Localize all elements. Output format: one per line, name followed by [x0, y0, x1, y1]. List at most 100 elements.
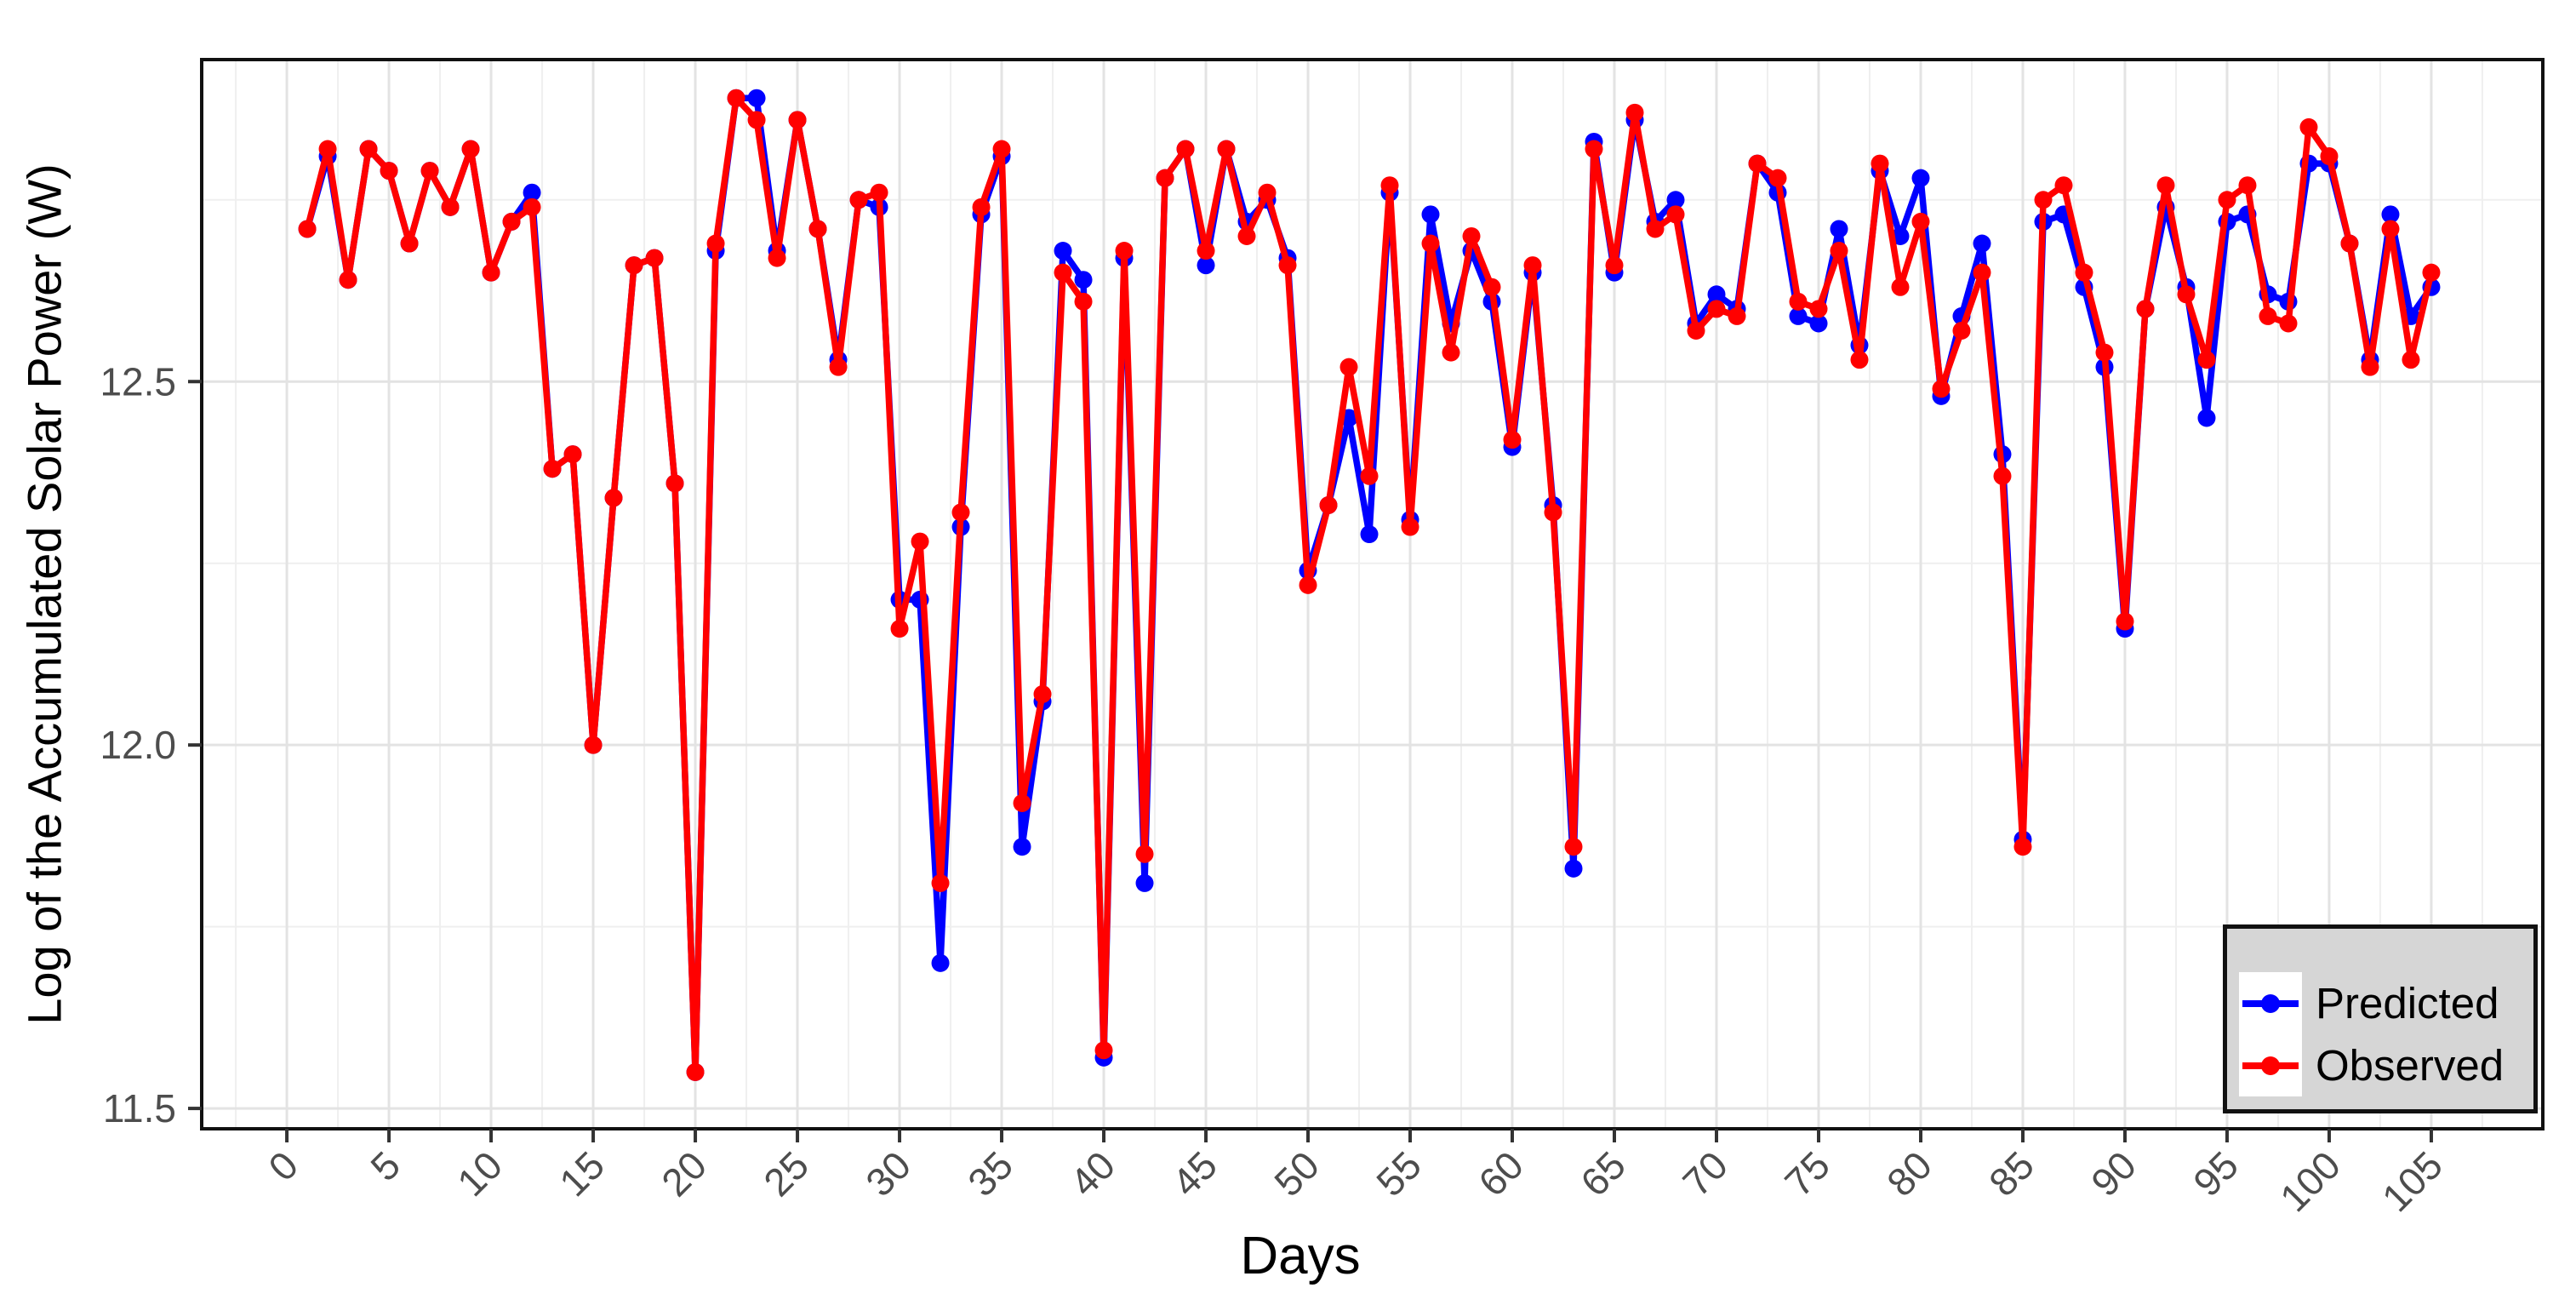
panel-border [200, 58, 2545, 1130]
observed-point [1646, 220, 1665, 238]
observed-point [1707, 300, 1726, 318]
predicted-key-icon [2239, 972, 2302, 1034]
observed-point [1258, 183, 1277, 202]
observed-point [1094, 1041, 1113, 1060]
x-tick-label: 40 [1061, 1142, 1123, 1205]
predicted-point [1013, 838, 1031, 856]
predicted-point [2197, 409, 2216, 427]
observed-point [1156, 169, 1174, 187]
predicted-point [1707, 285, 1726, 304]
observed-point [2075, 263, 2093, 282]
observed-point [482, 263, 500, 282]
observed-point [931, 873, 950, 892]
observed-point [1952, 321, 1971, 340]
y-tick-label: 12.5 [100, 359, 176, 404]
x-tick-label: 75 [1776, 1142, 1838, 1205]
observed-point [1973, 263, 1991, 282]
observed-point [502, 212, 521, 231]
observed-point [2340, 234, 2359, 253]
observed-point [1033, 684, 1052, 703]
observed-point [2320, 147, 2339, 166]
legend-box: Predicted Observed [2223, 924, 2538, 1113]
observed-point [1830, 242, 1848, 260]
predicted-point [1564, 859, 1583, 878]
observed-point [584, 735, 603, 754]
observed-point [2116, 612, 2134, 631]
observed-point [1401, 518, 1419, 536]
observed-point [808, 220, 827, 238]
x-tick-label: 95 [2185, 1142, 2247, 1205]
observed-point [420, 162, 439, 180]
observed-point [1135, 844, 1154, 863]
observed-point [604, 489, 623, 507]
observed-point [1748, 154, 1767, 173]
x-axis-title: Days [1240, 1227, 1361, 1285]
observed-point [1666, 205, 1685, 224]
observed-point [1442, 343, 1460, 362]
x-tick-label: 100 [2271, 1142, 2349, 1220]
predicted-point [1830, 220, 1848, 238]
x-tick-label: 70 [1674, 1142, 1736, 1205]
observed-point [2422, 263, 2441, 282]
x-tick-label: 55 [1368, 1142, 1430, 1205]
predicted-point [1074, 271, 1093, 289]
observed-point [849, 191, 868, 209]
observed-points [298, 89, 2441, 1081]
observed-point [543, 460, 562, 478]
x-tick-label: 65 [1572, 1142, 1634, 1205]
x-tick-label: 35 [959, 1142, 1021, 1205]
observed-point [1278, 256, 1297, 275]
observed-point [1299, 575, 1317, 594]
observed-point [523, 197, 541, 216]
observed-point [1585, 140, 1603, 158]
observed-point [1605, 256, 1624, 275]
predicted-point [1421, 205, 1440, 224]
predicted-point [1197, 256, 1215, 275]
legend-label-observed: Observed [2316, 1041, 2505, 1090]
observed-point [1482, 278, 1501, 296]
observed-point [2034, 191, 2053, 209]
predicted-point [1789, 306, 1808, 325]
observed-point [441, 197, 460, 216]
observed-point [1503, 431, 1522, 449]
observed-point [911, 532, 929, 551]
x-tick-label: 45 [1163, 1142, 1225, 1205]
observed-point [2279, 314, 2298, 333]
legend-label-predicted: Predicted [2316, 979, 2499, 1027]
observed-point [1625, 103, 1644, 122]
observed-point [359, 140, 378, 158]
x-tick-label: 15 [551, 1142, 613, 1205]
observed-point [2156, 176, 2175, 195]
observed-point [890, 620, 909, 638]
observed-point [1809, 300, 1828, 318]
observed-point [1850, 351, 1869, 369]
observed-point [2259, 306, 2277, 325]
observed-point [2013, 838, 2032, 856]
observed-point [1911, 212, 1930, 231]
predicted-point [1054, 242, 1072, 260]
observed-point [1564, 838, 1583, 856]
predicted-point [1911, 169, 1930, 187]
predicted-point [1973, 234, 1991, 253]
observed-point [2402, 351, 2420, 369]
x-tick-label: 25 [755, 1142, 817, 1205]
observed-point [1217, 140, 1236, 158]
observed-point [339, 271, 357, 289]
observed-point [2381, 220, 2400, 238]
observed-point [298, 220, 317, 238]
observed-point [625, 256, 643, 275]
observed-point [645, 249, 664, 267]
observed-point [1687, 321, 1705, 340]
predicted-point [1809, 314, 1828, 333]
y-tick-label: 12.0 [100, 723, 176, 767]
observed-point [2218, 191, 2236, 209]
observed-point [1789, 292, 1808, 311]
observed-point [747, 111, 766, 129]
x-tick-label: 10 [448, 1142, 511, 1205]
x-tick-label: 5 [362, 1142, 408, 1189]
x-tick-label: 50 [1265, 1142, 1328, 1205]
observed-point [870, 183, 888, 202]
predicted-point [931, 953, 950, 972]
observed-point [1523, 256, 1542, 275]
